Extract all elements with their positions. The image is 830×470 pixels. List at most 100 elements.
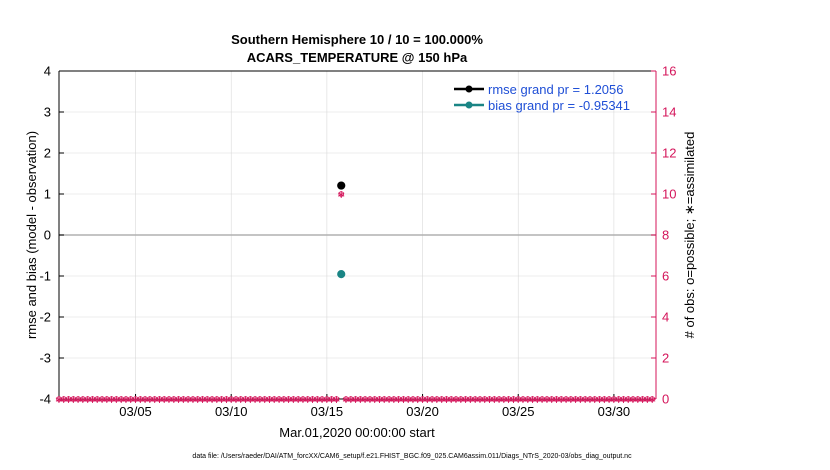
x-axis-ticks: 03/05 03/10 03/15 03/20 03/25 03/30 bbox=[119, 394, 630, 419]
obs-possible-marker bbox=[333, 396, 340, 402]
obs-assimilated-marker: ∗ bbox=[217, 393, 226, 406]
series-point bbox=[337, 181, 346, 190]
obs-assimilated-marker: ∗ bbox=[605, 393, 614, 406]
obs-assimilated-marker: ∗ bbox=[633, 393, 642, 406]
y-left-tick-label: 0 bbox=[44, 228, 51, 243]
x-tick-label: 03/10 bbox=[215, 404, 248, 419]
chart-title-line1: Southern Hemisphere 10 / 10 = 100.000% bbox=[231, 32, 483, 47]
obs-assimilated-marker: ∗ bbox=[227, 393, 236, 406]
obs-assimilated-marker: ∗ bbox=[207, 393, 216, 406]
obs-assimilated-marker: ∗ bbox=[188, 393, 197, 406]
obs-assimilated-marker: ∗ bbox=[432, 393, 441, 406]
obs-assimilated-marker: ∗ bbox=[107, 393, 116, 406]
data-file-footer: data file: /Users/raeder/DAI/ATM_forcXX/… bbox=[192, 453, 632, 460]
obs-assimilated-marker: ∗ bbox=[160, 393, 169, 406]
obs-assimilated-marker: ∗ bbox=[246, 393, 255, 406]
obs-assimilated-marker: ∗ bbox=[294, 393, 303, 406]
obs-assimilated-marker: ∗ bbox=[64, 393, 73, 406]
obs-assimilated-marker: ∗ bbox=[102, 393, 111, 406]
obs-assimilated-marker: ∗ bbox=[384, 393, 393, 406]
obs-assimilated-marker: ∗ bbox=[552, 393, 561, 406]
y-right-tick-label: 6 bbox=[662, 269, 669, 284]
data-series bbox=[337, 181, 346, 279]
obs-assimilated-marker: ∗ bbox=[78, 393, 87, 406]
y-right-tick-label: 14 bbox=[662, 105, 676, 120]
obs-assimilated-marker: ∗ bbox=[155, 393, 164, 406]
legend: rmse grand pr = 1.2056 bias grand pr = -… bbox=[454, 82, 630, 113]
obs-assimilated-marker: ∗ bbox=[179, 393, 188, 406]
x-axis-label: Mar.01,2020 00:00:00 start bbox=[279, 425, 435, 440]
obs-assimilated-marker: ∗ bbox=[83, 393, 92, 406]
y-right-tick-label: 2 bbox=[662, 351, 669, 366]
obs-assimilated-marker: ∗ bbox=[69, 393, 78, 406]
obs-assimilated-marker: ∗ bbox=[164, 393, 173, 406]
obs-assimilated-marker: ∗ bbox=[270, 393, 279, 406]
obs-assimilated-marker: ∗ bbox=[131, 393, 140, 406]
obs-assimilated-marker: ∗ bbox=[471, 393, 480, 406]
obs-assimilated-marker: ∗ bbox=[423, 393, 432, 406]
obs-assimilated-marker: ∗ bbox=[203, 393, 212, 406]
obs-assimilated-marker: ∗ bbox=[136, 393, 145, 406]
obs-assimilated-marker: ∗ bbox=[97, 393, 106, 406]
y-right-tick-label: 4 bbox=[662, 310, 669, 325]
y-right-tick-label: 8 bbox=[662, 228, 669, 243]
obs-assimilated-marker: ∗ bbox=[112, 393, 121, 406]
obs-assimilated-marker: ∗ bbox=[198, 393, 207, 406]
obs-assimilated-marker: ∗ bbox=[566, 393, 575, 406]
y-left-tick-label: 3 bbox=[44, 105, 51, 120]
obs-assimilated-marker: ∗ bbox=[346, 393, 355, 406]
obs-assimilated-marker: ∗ bbox=[595, 393, 604, 406]
obs-assimilated-marker: ∗ bbox=[74, 393, 83, 406]
obs-assimilated-marker: ∗ bbox=[518, 393, 527, 406]
obs-assimilated-marker: ∗ bbox=[126, 393, 135, 406]
obs-assimilated-marker: ∗ bbox=[557, 393, 566, 406]
y-left-tick-label: -2 bbox=[39, 310, 51, 325]
obs-assimilated-marker: ∗ bbox=[231, 393, 240, 406]
obs-assimilated-marker: ∗ bbox=[533, 393, 542, 406]
obs-assimilated-marker: ∗ bbox=[251, 393, 260, 406]
y-left-tick-label: 2 bbox=[44, 146, 51, 161]
obs-assimilated-marker: ∗ bbox=[337, 188, 346, 201]
obs-assimilated-marker: ∗ bbox=[241, 393, 250, 406]
x-tick-label: 03/25 bbox=[502, 404, 535, 419]
obs-assimilated-marker: ∗ bbox=[600, 393, 609, 406]
obs-assimilated-marker: ∗ bbox=[313, 393, 322, 406]
obs-assimilated-marker: ∗ bbox=[499, 393, 508, 406]
y-right-tick-label: 0 bbox=[662, 392, 669, 407]
obs-assimilated-marker: ∗ bbox=[351, 393, 360, 406]
y-axis-label-left: rmse and bias (model - observation) bbox=[24, 131, 39, 339]
obs-assimilated-marker: ∗ bbox=[428, 393, 437, 406]
obs-assimilated-marker: ∗ bbox=[581, 393, 590, 406]
y-left-tick-label: 1 bbox=[44, 187, 51, 202]
y-right-tick-label: 12 bbox=[662, 146, 676, 161]
obs-assimilated-marker: ∗ bbox=[614, 393, 623, 406]
obs-assimilated-marker: ∗ bbox=[413, 393, 422, 406]
obs-assimilated-marker: ∗ bbox=[466, 393, 475, 406]
y-left-tick-label: 4 bbox=[44, 64, 51, 79]
obs-assimilated-marker: ∗ bbox=[341, 393, 350, 406]
obs-assimilated-marker: ∗ bbox=[485, 393, 494, 406]
obs-assimilated-marker: ∗ bbox=[528, 393, 537, 406]
obs-assimilated-marker: ∗ bbox=[389, 393, 398, 406]
y-left-tick-label: -3 bbox=[39, 351, 51, 366]
obs-assimilated-marker: ∗ bbox=[380, 393, 389, 406]
obs-assimilated-marker: ∗ bbox=[509, 393, 518, 406]
obs-assimilated-marker: ∗ bbox=[643, 393, 652, 406]
obs-assimilated-marker: ∗ bbox=[212, 393, 221, 406]
obs-assimilated-marker: ∗ bbox=[418, 393, 427, 406]
legend-bias-marker bbox=[465, 101, 473, 109]
obs-assimilated-marker: ∗ bbox=[399, 393, 408, 406]
obs-assimilated-marker: ∗ bbox=[475, 393, 484, 406]
obs-assimilated-marker: ∗ bbox=[284, 393, 293, 406]
obs-assimilated-marker: ∗ bbox=[303, 393, 312, 406]
legend-bias-label: bias grand pr = -0.95341 bbox=[488, 98, 630, 113]
obs-assimilated-marker: ∗ bbox=[538, 393, 547, 406]
x-tick-label: 03/30 bbox=[598, 404, 631, 419]
obs-assimilated-marker: ∗ bbox=[308, 393, 317, 406]
obs-assimilated-marker: ∗ bbox=[624, 393, 633, 406]
obs-assimilated-marker: ∗ bbox=[494, 393, 503, 406]
obs-assimilated-marker: ∗ bbox=[542, 393, 551, 406]
obs-assimilated-marker: ∗ bbox=[140, 393, 149, 406]
obs-assimilated-marker: ∗ bbox=[174, 393, 183, 406]
obs-assimilated-marker: ∗ bbox=[150, 393, 159, 406]
